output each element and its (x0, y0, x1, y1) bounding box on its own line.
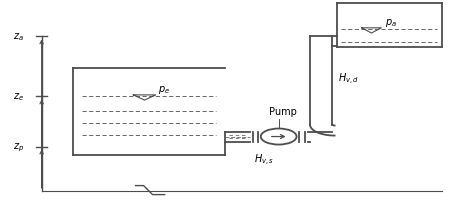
Text: $p_a$: $p_a$ (385, 17, 397, 29)
Text: $H_{v,d}$: $H_{v,d}$ (338, 72, 359, 87)
Text: $p_e$: $p_e$ (158, 84, 170, 96)
Text: $H_{v,s}$: $H_{v,s}$ (254, 152, 274, 167)
Text: Pump: Pump (269, 106, 297, 116)
Text: $z_a$: $z_a$ (13, 31, 23, 43)
Text: $z_p$: $z_p$ (13, 141, 24, 153)
Text: $z_e$: $z_e$ (13, 91, 23, 103)
